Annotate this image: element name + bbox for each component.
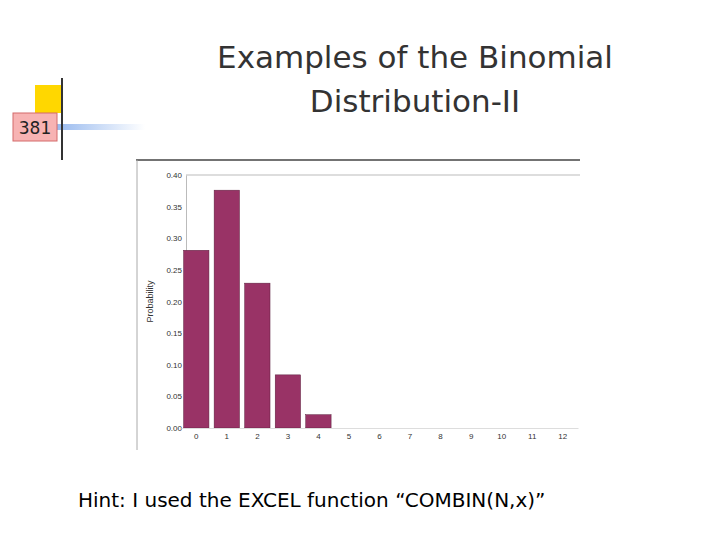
y-tick: 0.10 xyxy=(166,361,186,370)
bar xyxy=(306,415,331,428)
bar xyxy=(184,250,209,428)
bar xyxy=(214,190,239,428)
x-tick: 1 xyxy=(225,428,230,441)
y-tick: 0.25 xyxy=(166,266,186,275)
slide-number-box xyxy=(13,113,57,141)
x-tick: 6 xyxy=(377,428,382,441)
x-tick-label: 5 xyxy=(347,432,352,441)
slide: 381Examples of the BinomialDistribution-… xyxy=(0,0,720,540)
bar xyxy=(367,428,392,429)
y-tick-label: 0.30 xyxy=(166,234,182,243)
bar xyxy=(275,375,300,428)
frame-top xyxy=(136,159,580,161)
x-tick-label: 12 xyxy=(558,432,567,441)
x-tick: 11 xyxy=(528,428,537,441)
bar xyxy=(397,428,422,429)
x-tick: 4 xyxy=(316,428,321,441)
x-tick-label: 7 xyxy=(408,432,413,441)
frame-left xyxy=(137,160,138,450)
y-tick-label: 0.40 xyxy=(166,171,182,180)
bar xyxy=(458,428,483,429)
y-tick-label: 0.35 xyxy=(166,203,182,212)
x-tick: 9 xyxy=(469,428,474,441)
x-axis: 0123456789101112 xyxy=(182,428,579,441)
bar xyxy=(550,428,575,429)
x-tick: 2 xyxy=(255,428,260,441)
x-tick: 3 xyxy=(286,428,291,441)
y-tick: 0.05 xyxy=(166,392,186,401)
x-tick-label: 0 xyxy=(194,432,199,441)
y-tick: 0.30 xyxy=(166,234,186,243)
title: Examples of the BinomialDistribution-II xyxy=(217,39,613,119)
bar xyxy=(428,428,453,429)
y-tick-label: 0.20 xyxy=(166,298,182,307)
x-tick-label: 10 xyxy=(497,432,506,441)
plot-top-border xyxy=(186,175,580,176)
bar xyxy=(489,428,514,429)
bar xyxy=(520,428,545,429)
x-tick-label: 4 xyxy=(316,432,321,441)
y-tick: 0.40 xyxy=(166,171,186,180)
y-tick-label: 0.15 xyxy=(166,329,182,338)
x-tick: 8 xyxy=(438,428,443,441)
deco-square xyxy=(35,85,62,113)
x-tick-label: 9 xyxy=(469,432,474,441)
y-axis-title: Probability xyxy=(145,280,155,323)
y-tick-label: 0.25 xyxy=(166,266,182,275)
x-tick: 0 xyxy=(194,428,199,441)
deco-vline xyxy=(61,78,63,160)
y-tick-label: 0.10 xyxy=(166,361,182,370)
x-tick: 5 xyxy=(347,428,352,441)
x-tick-label: 6 xyxy=(377,432,382,441)
bar xyxy=(336,428,361,429)
y-tick: 0.15 xyxy=(166,329,186,338)
x-tick-label: 11 xyxy=(528,432,537,441)
y-tick: 0.20 xyxy=(166,298,186,307)
y-tick: 0.35 xyxy=(166,203,186,212)
x-tick-label: 2 xyxy=(255,432,260,441)
x-tick: 10 xyxy=(497,428,506,441)
bar xyxy=(245,283,270,428)
x-axis-line xyxy=(182,428,579,429)
x-tick-label: 3 xyxy=(286,432,291,441)
x-tick-label: 1 xyxy=(225,432,230,441)
y-tick-label: 0.05 xyxy=(166,392,182,401)
hint: Hint: I used the EXCEL function “COMBIN(… xyxy=(78,488,545,512)
bars xyxy=(184,190,332,428)
slide-number: 381 xyxy=(19,118,51,138)
x-tick: 12 xyxy=(558,428,567,441)
y-tick-label: 0.00 xyxy=(166,424,182,433)
x-tick: 7 xyxy=(408,428,413,441)
x-tick-label: 8 xyxy=(438,432,443,441)
